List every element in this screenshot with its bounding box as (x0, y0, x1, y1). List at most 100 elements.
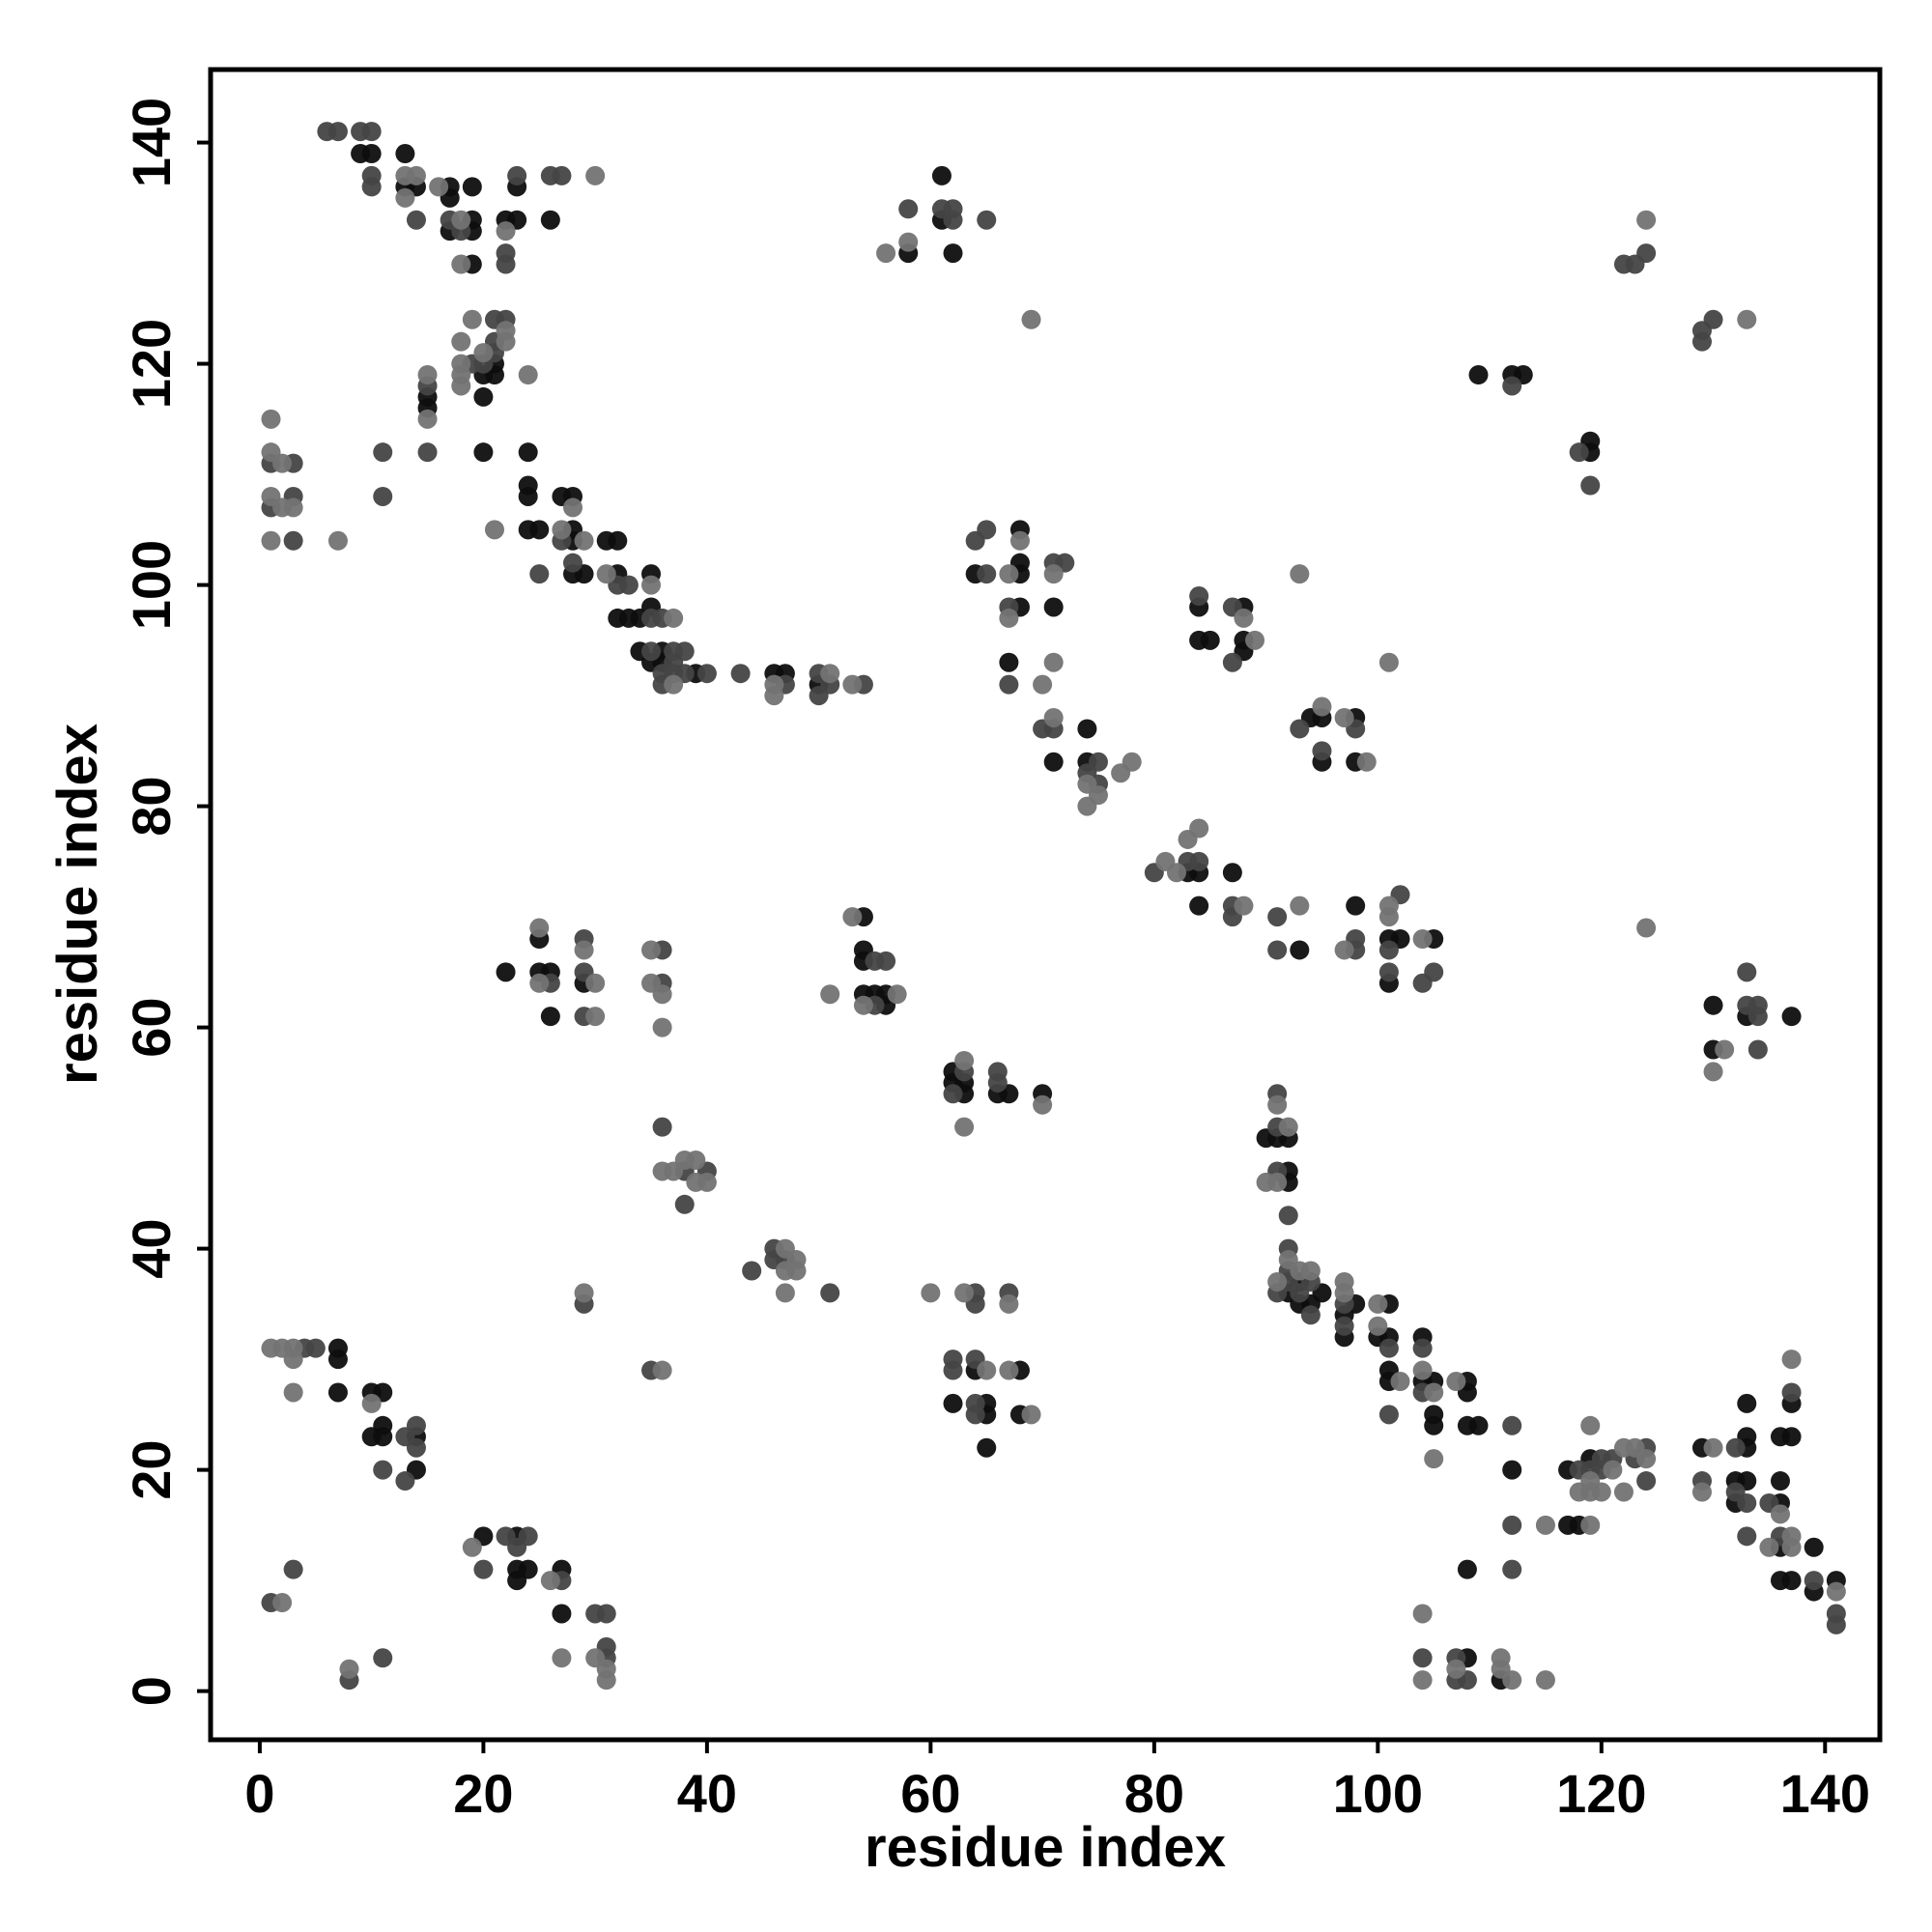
contact-point (552, 1648, 572, 1668)
contact-point (507, 165, 527, 185)
contact-point (361, 144, 382, 164)
contact-point (1222, 652, 1242, 672)
contact-point (1412, 1338, 1433, 1358)
x-tick-label: 60 (900, 1763, 960, 1824)
contact-point (898, 232, 919, 252)
contact-point (1412, 928, 1433, 949)
contact-point (641, 641, 662, 662)
contact-point (641, 940, 662, 960)
contact-point (1804, 1537, 1824, 1557)
contact-point (696, 1172, 717, 1192)
contact-point (618, 575, 639, 595)
contact-point (1691, 1482, 1712, 1502)
contact-point (540, 1571, 560, 1591)
contact-point (574, 530, 594, 551)
contact-point (1267, 1094, 1288, 1115)
contact-point (775, 1283, 795, 1303)
contact-point (1290, 564, 1310, 584)
contact-point (1580, 1415, 1601, 1435)
contact-point (1781, 1382, 1802, 1403)
contact-point (954, 1283, 975, 1303)
y-tick-label: 0 (121, 1676, 182, 1706)
contact-point (1043, 564, 1064, 584)
contact-point (1502, 1460, 1522, 1480)
contact-point (1043, 707, 1064, 727)
y-tick-label: 60 (121, 997, 182, 1057)
contact-point (1826, 1581, 1846, 1602)
contact-point (1390, 1372, 1410, 1392)
x-axis-title: residue index (865, 1816, 1226, 1879)
contact-point (1580, 1515, 1601, 1535)
contact-point (977, 520, 997, 540)
contact-point (327, 530, 348, 551)
contact-point (1535, 1515, 1555, 1535)
contact-point (496, 331, 516, 352)
contact-point (1781, 1427, 1802, 1447)
contact-point (1189, 895, 1209, 916)
contact-point (529, 564, 550, 584)
contact-point (1737, 1526, 1757, 1547)
contact-point (596, 1670, 616, 1690)
contact-point (696, 664, 717, 684)
contact-point (999, 1360, 1019, 1380)
contact-point (283, 1350, 303, 1370)
contact-point (820, 1283, 840, 1303)
contact-point (1166, 863, 1186, 883)
contact-point (1737, 309, 1757, 329)
contact-point (1826, 1614, 1846, 1634)
contact-point (1502, 376, 1522, 396)
contact-point (1535, 1670, 1555, 1690)
contact-point (540, 1007, 560, 1027)
contact-point (1356, 752, 1377, 772)
contact-point (1412, 1604, 1433, 1624)
contact-point (451, 376, 471, 396)
contact-point (999, 564, 1019, 584)
contact-point (1378, 962, 1399, 982)
contact-point (473, 386, 494, 407)
contact-point (664, 674, 684, 695)
contact-point (272, 453, 293, 473)
contact-point (652, 1360, 672, 1380)
contact-point (518, 486, 538, 506)
contact-point (1378, 1338, 1399, 1358)
contact-point (462, 309, 482, 329)
contact-point (507, 1537, 527, 1557)
contact-point (1691, 331, 1712, 352)
contact-point (786, 1261, 807, 1281)
contact-point (1747, 1007, 1768, 1027)
contact-point (1077, 719, 1097, 739)
contact-point (596, 1604, 616, 1624)
contact-point (1781, 1350, 1802, 1370)
contact-point (943, 210, 963, 230)
contact-point (1636, 210, 1657, 230)
contact-point (1334, 940, 1354, 960)
contact-point (473, 442, 494, 463)
contact-point (1278, 1206, 1298, 1226)
contact-point (373, 442, 393, 463)
contact-point (1200, 630, 1220, 650)
contact-point (261, 530, 281, 551)
contact-point (1267, 1172, 1288, 1192)
contact-point (842, 674, 863, 695)
contact-point (451, 254, 471, 274)
x-tick-label: 0 (244, 1763, 274, 1824)
y-tick-label: 100 (121, 540, 182, 630)
contact-point (652, 1017, 672, 1037)
contact-point (552, 165, 572, 185)
contact-point (1591, 1482, 1611, 1502)
contact-point (1378, 940, 1399, 960)
contact-point (1412, 973, 1433, 993)
contact-point (1703, 995, 1723, 1015)
contact-point (674, 1194, 695, 1214)
contact-point (1636, 1471, 1657, 1492)
contact-point (283, 1559, 303, 1579)
contact-point (1412, 1648, 1433, 1668)
contact-point (921, 1283, 941, 1303)
contact-point (1122, 752, 1142, 772)
y-axis-title: residue index (46, 724, 109, 1085)
contact-point (1346, 895, 1366, 916)
contact-point (473, 343, 494, 363)
contact-point (462, 1537, 482, 1557)
contact-point (417, 409, 438, 429)
